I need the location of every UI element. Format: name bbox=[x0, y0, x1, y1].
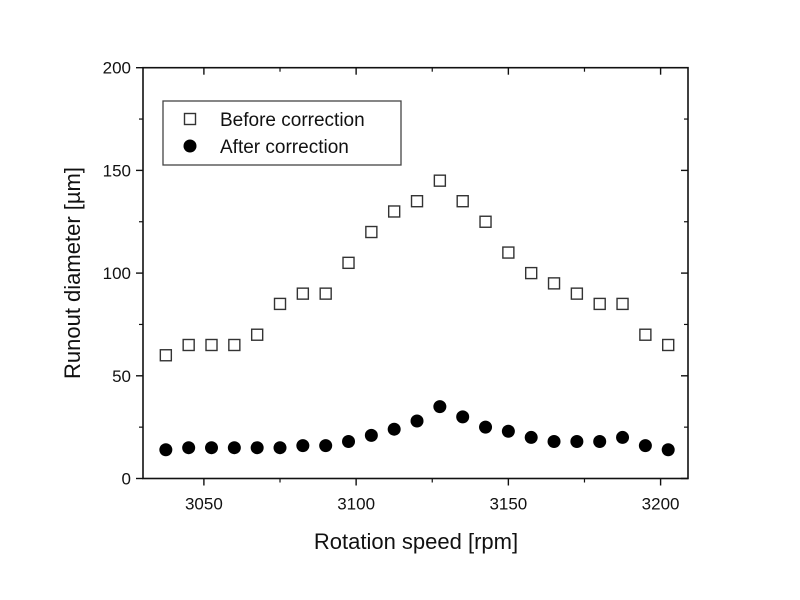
data-point-after bbox=[616, 430, 630, 444]
x-tick-label: 3200 bbox=[642, 495, 680, 514]
data-point-before bbox=[524, 266, 538, 280]
x-axis-title: Rotation speed [rpm] bbox=[314, 529, 518, 554]
data-point-after bbox=[593, 435, 607, 449]
data-point-after bbox=[433, 400, 447, 414]
data-point-before bbox=[342, 256, 355, 270]
data-point-after bbox=[638, 439, 652, 453]
data-point-after bbox=[387, 422, 401, 436]
data-point-after bbox=[227, 441, 241, 455]
legend-label-before: Before correction bbox=[220, 110, 365, 131]
x-tick-label: 3150 bbox=[489, 495, 527, 514]
data-point-after bbox=[524, 430, 538, 444]
data-point-before bbox=[159, 349, 173, 362]
data-point-after bbox=[661, 443, 675, 457]
y-tick-label: 0 bbox=[122, 470, 131, 489]
data-point-before bbox=[319, 287, 332, 300]
data-point-after bbox=[182, 441, 196, 455]
data-point-before bbox=[365, 225, 378, 239]
data-point-before bbox=[273, 297, 287, 311]
data-point-after bbox=[342, 435, 356, 449]
data-point-after bbox=[364, 428, 378, 442]
legend-box bbox=[162, 100, 402, 166]
data-point-after bbox=[479, 420, 493, 434]
data-point-after bbox=[547, 435, 561, 449]
data-point-after bbox=[456, 410, 470, 424]
axes: 3050 3100 3150 3200 0 50 100 150 200 bbox=[103, 59, 689, 514]
legend-marker-filled-circle bbox=[183, 139, 197, 153]
plot-area bbox=[159, 174, 675, 457]
data-point-after bbox=[273, 441, 287, 455]
data-point-before bbox=[639, 328, 652, 341]
data-point-after bbox=[205, 441, 219, 455]
data-point-after bbox=[570, 435, 584, 449]
y-tick-label: 200 bbox=[103, 59, 131, 78]
x-tick-label: 3050 bbox=[185, 495, 223, 514]
x-tick-label: 3100 bbox=[337, 495, 375, 514]
data-point-after bbox=[410, 414, 424, 428]
data-point-after bbox=[250, 441, 264, 455]
data-point-before bbox=[410, 195, 424, 208]
legend-label-after: After correction bbox=[220, 137, 349, 158]
y-axis-title: Runout diameter [µm] bbox=[60, 167, 85, 379]
data-point-after bbox=[319, 439, 333, 453]
legend: Before correction After correction bbox=[162, 100, 402, 166]
data-point-before bbox=[616, 297, 629, 311]
data-point-before bbox=[205, 338, 218, 352]
data-point-before bbox=[250, 328, 264, 341]
data-point-before bbox=[228, 338, 241, 352]
data-point-before bbox=[296, 287, 310, 300]
y-tick-label: 150 bbox=[103, 161, 131, 180]
series-before-correction bbox=[159, 174, 675, 362]
data-point-before bbox=[547, 277, 561, 290]
data-point-before bbox=[502, 246, 515, 259]
y-tick-label: 50 bbox=[112, 367, 131, 386]
data-point-after bbox=[501, 424, 515, 438]
data-point-before bbox=[662, 338, 675, 352]
data-point-after bbox=[296, 439, 310, 453]
y-tick-label: 100 bbox=[103, 264, 131, 283]
data-point-before bbox=[433, 174, 447, 187]
data-point-before bbox=[182, 338, 195, 352]
data-point-before bbox=[387, 205, 401, 218]
data-point-after bbox=[159, 443, 173, 457]
legend-marker-open-square bbox=[183, 112, 197, 126]
data-point-before bbox=[570, 287, 584, 300]
data-point-before bbox=[593, 297, 606, 311]
data-point-before bbox=[456, 195, 469, 208]
data-point-before bbox=[479, 215, 492, 228]
series-after-correction bbox=[159, 400, 675, 457]
